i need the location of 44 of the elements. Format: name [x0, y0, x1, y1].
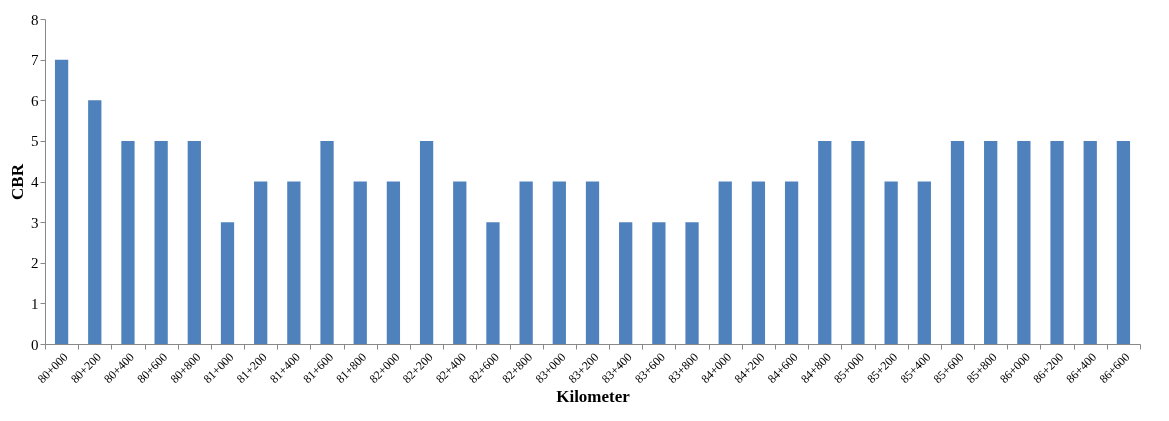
y-tick-label: 5	[31, 133, 39, 150]
x-axis-title: Kilometer	[556, 387, 631, 407]
y-tick-label: 6	[31, 92, 39, 109]
y-tick-label: 3	[31, 214, 39, 231]
bar	[519, 181, 533, 344]
y-tick-label: 0	[31, 336, 39, 353]
bar	[353, 181, 367, 344]
y-tick-label: 2	[31, 255, 39, 272]
bar	[220, 222, 235, 344]
bar	[88, 100, 102, 344]
bar	[386, 181, 401, 344]
bar	[320, 140, 334, 344]
bar	[851, 140, 865, 344]
bar	[984, 140, 998, 344]
bar	[1050, 140, 1064, 344]
bar	[685, 222, 699, 344]
y-tick-label: 1	[31, 295, 39, 312]
bar	[1017, 140, 1031, 344]
bar	[585, 181, 600, 344]
bar	[453, 181, 467, 344]
bar	[950, 140, 965, 344]
bar	[917, 181, 931, 344]
y-tick-label: 8	[31, 11, 39, 28]
bar	[552, 181, 566, 344]
bar	[652, 222, 666, 344]
bar	[419, 140, 434, 344]
bar	[619, 222, 633, 344]
y-tick-label: 4	[31, 174, 39, 190]
bar	[187, 140, 201, 344]
bar	[884, 181, 898, 344]
bar	[1083, 140, 1097, 344]
bar	[287, 181, 301, 344]
bar	[718, 181, 732, 344]
bar	[818, 140, 832, 344]
bar	[121, 140, 135, 344]
bar	[54, 59, 69, 344]
bar	[254, 181, 268, 344]
bar	[154, 140, 168, 344]
bar	[1116, 140, 1131, 344]
bar	[784, 181, 799, 344]
y-axis-title: CBR	[8, 163, 27, 200]
bar	[486, 222, 500, 344]
bar	[751, 181, 766, 344]
y-tick-label: 7	[31, 52, 39, 69]
